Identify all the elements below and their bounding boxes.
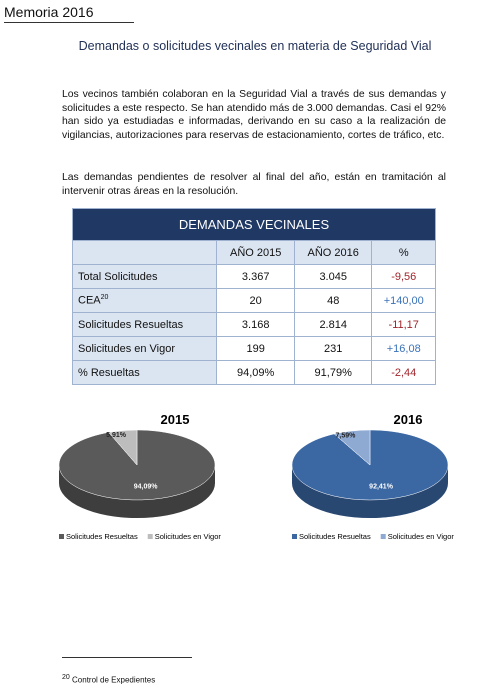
header-cell: AÑO 2015 <box>216 240 295 265</box>
pie-side <box>292 465 448 518</box>
footnote: 20 Control de Expedientes <box>62 674 155 685</box>
legend-label: Solicitudes Resueltas <box>299 532 371 541</box>
paragraph: Las demandas pendientes de resolver al f… <box>62 172 446 197</box>
row-label-text: Solicitudes en Vigor <box>78 342 176 355</box>
table-cell: 94,09% <box>216 360 295 385</box>
legend-swatch <box>147 534 153 539</box>
table-cell: +16,08 <box>371 336 436 361</box>
pie-side-shade <box>292 465 448 518</box>
table-cell: 48 <box>293 288 373 313</box>
pie-side-shade <box>59 465 215 518</box>
table-cell: 3.168 <box>216 312 295 337</box>
pie-slice <box>333 429 371 466</box>
row-label: CEA20 <box>71 288 218 313</box>
pie-slice <box>58 429 216 501</box>
table-row: Total Solicitudes 3.367 3.045 -9,56 <box>71 264 436 289</box>
charts: 94,09% 5,91% 2015 Solicitudes Resueltas Soli… <box>58 412 455 541</box>
header-cell: % <box>371 240 436 265</box>
row-label: % Resueltas <box>71 360 218 385</box>
legend-label: Solicitudes Resueltas <box>66 532 138 541</box>
slice-label: 7,59% <box>335 432 356 439</box>
header-cell <box>71 240 218 265</box>
legend-swatch <box>59 534 64 539</box>
table-cell: 2.814 <box>293 312 373 337</box>
table-row: % Resueltas 94,09% 91,79% -2,44 <box>71 360 436 385</box>
row-label: Solicitudes en Vigor <box>71 336 218 361</box>
table-cell: 199 <box>216 336 295 361</box>
table-cell: 91,79% <box>293 360 373 385</box>
table-cell: -9,56 <box>371 264 436 289</box>
slice-label: 92,41% <box>369 483 394 490</box>
paragraph: Los vecinos también colaboran en la Segu… <box>62 89 446 141</box>
chart-title: 2016 <box>394 412 423 427</box>
header-cell: AÑO 2016 <box>293 240 373 265</box>
row-label-text: Total Solicitudes <box>78 270 158 283</box>
legend-swatch <box>380 534 386 539</box>
table-cell: 231 <box>293 336 373 361</box>
slice-label: 94,09% <box>134 484 159 491</box>
table-header: AÑO 2015 AÑO 2016% <box>71 240 436 265</box>
table-cell: -2,44 <box>371 360 436 385</box>
footnote-text: Control de Expedientes <box>72 675 156 685</box>
footnote-rule <box>62 657 192 658</box>
pie-side <box>59 465 215 518</box>
legend-label: Solicitudes en Vigor <box>155 532 222 541</box>
table-row: CEA20 20 48 +140,00 <box>71 288 436 313</box>
footnote-mark: 20 <box>62 674 70 681</box>
table-row: Solicitudes Resueltas 3.168 2.814 -11,17 <box>71 312 436 337</box>
table-cell: 20 <box>216 288 295 313</box>
row-label-text: Solicitudes Resueltas <box>78 318 184 331</box>
table-title: DEMANDAS VECINALES <box>72 208 436 241</box>
row-label-text: % Resueltas <box>78 366 140 379</box>
data-table: DEMANDAS VECINALES AÑO 2015 AÑO 2016% Tot… <box>71 208 436 385</box>
pie-slice <box>108 429 138 466</box>
table-cell: 3.045 <box>293 264 373 289</box>
row-label: Solicitudes Resueltas <box>71 312 218 337</box>
table-row: Solicitudes en Vigor 199 231 +16,08 <box>71 336 436 361</box>
section-title: Demandas o solicitudes vecinales en mate… <box>78 39 432 53</box>
chart-title: 2015 <box>161 412 190 427</box>
slice-label: 5,91% <box>106 432 127 439</box>
table-cell: 3.367 <box>216 264 295 289</box>
table-cell: +140,00 <box>371 288 436 313</box>
header-title: Memoria 2016 <box>4 4 134 23</box>
legend-label: Solicitudes en Vigor <box>388 532 455 541</box>
footnote-ref: 20 <box>100 294 109 302</box>
legend-swatch <box>292 534 297 539</box>
row-label: Total Solicitudes <box>71 264 218 289</box>
table-cell: -11,17 <box>371 312 436 337</box>
row-label-text: CEA <box>78 294 101 307</box>
